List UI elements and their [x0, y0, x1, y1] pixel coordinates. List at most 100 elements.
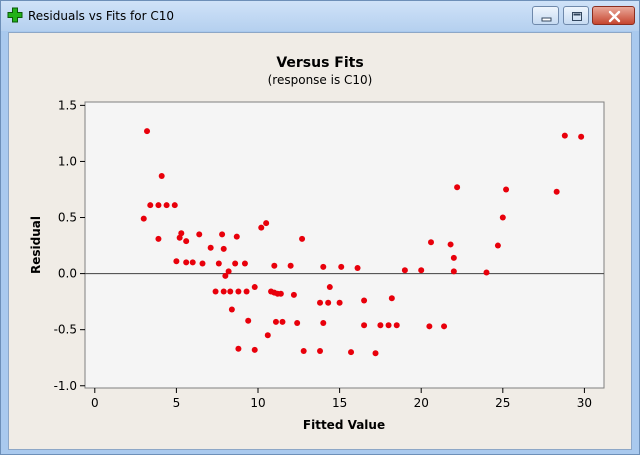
data-point: [232, 260, 239, 267]
y-tick-label: 0.0: [58, 267, 77, 281]
data-point: [372, 350, 379, 357]
data-point: [171, 202, 178, 209]
data-point: [219, 231, 226, 238]
data-point: [447, 241, 454, 248]
data-point: [553, 188, 560, 195]
maximize-button[interactable]: [563, 6, 589, 25]
data-point: [251, 284, 258, 291]
data-point: [222, 272, 229, 279]
x-tick-label: 20: [414, 396, 429, 410]
data-point: [450, 254, 457, 261]
data-point: [241, 260, 248, 267]
window-titlebar[interactable]: Residuals vs Fits for C10: [1, 1, 639, 31]
data-point: [144, 128, 151, 135]
chart-title: Versus Fits: [276, 55, 363, 71]
data-point: [199, 260, 206, 267]
data-point: [338, 263, 345, 270]
data-point: [317, 299, 324, 306]
data-point: [183, 259, 190, 266]
plot-frame: [84, 101, 605, 389]
y-tick-label: -1.0: [54, 379, 77, 393]
data-point: [441, 323, 448, 330]
data-point: [454, 184, 461, 191]
data-point: [336, 299, 343, 306]
data-point: [183, 238, 190, 245]
data-point: [361, 297, 368, 304]
x-axis-label: Fitted Value: [303, 418, 385, 432]
data-point: [561, 132, 568, 139]
data-point: [227, 288, 234, 295]
data-point: [228, 306, 235, 313]
data-point: [503, 186, 510, 193]
data-point: [287, 262, 294, 269]
graph-area: Versus Fits (response is C10) 0 5 10 15 20 25…: [8, 32, 632, 450]
data-point: [317, 347, 324, 354]
data-point: [361, 322, 368, 329]
x-tick-label: 5: [173, 396, 181, 410]
data-point: [426, 323, 433, 330]
data-point: [393, 322, 400, 329]
residual-points: [140, 128, 585, 357]
data-point: [277, 290, 284, 297]
data-point: [385, 322, 392, 329]
data-point: [155, 202, 162, 209]
data-point: [578, 133, 585, 140]
close-button[interactable]: [592, 6, 635, 25]
data-point: [176, 234, 183, 241]
x-axis-ticks: 0 5 10 15 20 25 30: [91, 388, 592, 410]
data-point: [235, 288, 242, 295]
minimize-icon: [541, 17, 552, 22]
data-point: [163, 202, 170, 209]
close-icon: [608, 10, 621, 23]
data-point: [155, 235, 162, 242]
data-point: [235, 345, 242, 352]
data-point: [483, 269, 490, 276]
data-point: [418, 267, 425, 274]
y-tick-label: 1.5: [58, 98, 77, 112]
data-point: [158, 173, 165, 180]
data-point: [251, 346, 258, 353]
x-tick-label: 15: [332, 396, 347, 410]
minitab-plus-icon: [7, 7, 23, 23]
x-tick-label: 10: [250, 396, 265, 410]
data-point: [271, 262, 278, 269]
data-point: [388, 295, 395, 302]
data-point: [294, 319, 301, 326]
data-point: [220, 288, 227, 295]
y-axis-label: Residual: [29, 216, 43, 274]
data-point: [225, 268, 232, 275]
data-point: [450, 268, 457, 275]
data-point: [207, 244, 214, 251]
chart-subtitle: (response is C10): [268, 73, 373, 87]
data-point: [189, 259, 196, 266]
y-tick-label: 0.5: [58, 211, 77, 225]
window-title: Residuals vs Fits for C10: [28, 9, 175, 23]
data-point: [300, 347, 307, 354]
y-tick-label: 1.0: [58, 154, 77, 168]
data-point: [264, 332, 271, 339]
data-point: [279, 318, 286, 325]
versus-fits-chart: Versus Fits (response is C10) 0 5 10 15 20 25…: [29, 55, 605, 432]
data-point: [272, 318, 279, 325]
data-point: [325, 299, 332, 306]
y-tick-label: -0.5: [54, 323, 77, 337]
data-point: [258, 224, 265, 231]
data-point: [215, 260, 222, 267]
data-point: [320, 319, 327, 326]
data-point: [354, 264, 361, 271]
data-point: [299, 235, 306, 242]
data-point: [290, 291, 297, 298]
data-point: [147, 202, 154, 209]
y-axis-ticks: -1.0 -0.5 0.0 0.5 1.0 1.5: [54, 98, 85, 393]
data-point: [220, 245, 227, 252]
maximize-icon: [572, 12, 582, 21]
x-tick-label: 30: [577, 396, 592, 410]
data-point: [196, 231, 203, 238]
minimize-button[interactable]: [532, 6, 559, 25]
data-point: [499, 214, 506, 221]
data-point: [233, 233, 240, 240]
data-point: [140, 215, 147, 222]
data-point: [326, 284, 333, 291]
data-point: [320, 263, 327, 270]
